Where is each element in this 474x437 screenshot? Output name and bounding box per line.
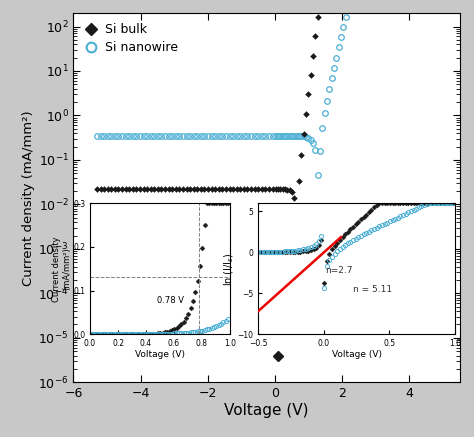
Y-axis label: ln (I/I$_s$): ln (I/I$_s$) <box>222 252 236 286</box>
Text: 0.78 V: 0.78 V <box>157 296 184 305</box>
X-axis label: Voltage (V): Voltage (V) <box>135 350 185 358</box>
Y-axis label: Current density
(mA/mm²): Current density (mA/mm²) <box>52 236 72 302</box>
Text: n=2.7: n=2.7 <box>325 266 353 275</box>
Legend: Si bulk, Si nanowire: Si bulk, Si nanowire <box>80 19 182 58</box>
Y-axis label: Current density (mA/mm²): Current density (mA/mm²) <box>22 110 36 285</box>
X-axis label: Voltage (V): Voltage (V) <box>224 403 309 418</box>
X-axis label: Voltage (V): Voltage (V) <box>332 350 382 358</box>
Text: n = 5.11: n = 5.11 <box>353 284 392 294</box>
